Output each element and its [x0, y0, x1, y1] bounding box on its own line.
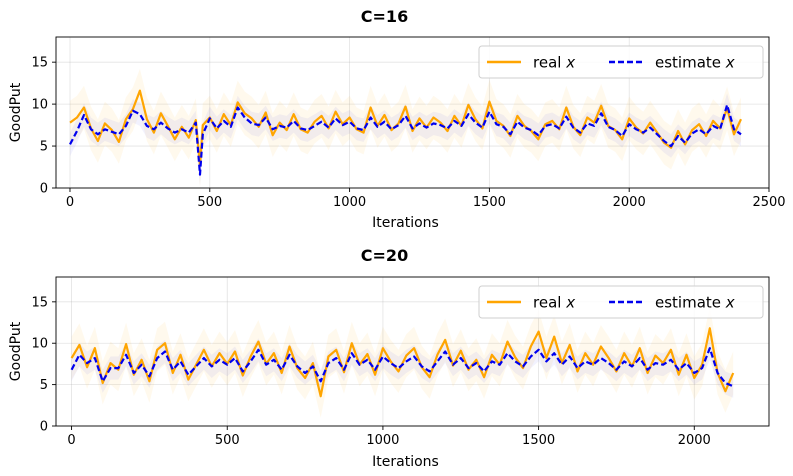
y-tick-label: 10: [31, 337, 48, 352]
x-axis-label: Iterations: [372, 454, 439, 470]
plot-frame: [55, 276, 770, 427]
legend-label-var: x: [565, 294, 575, 312]
chart-c20: 0 500 1000 1500 2000 0 5 10 15 C=20 Iterations Good…: [8, 246, 770, 470]
x-tick-label: 0: [66, 195, 74, 210]
x-tick-label: 2000: [613, 195, 646, 210]
legend-label-main: estimate: [655, 294, 726, 312]
legend-label-var: x: [725, 294, 735, 312]
y-tick-label: 5: [40, 378, 48, 393]
series-band-0: [70, 68, 741, 188]
legend-label-var: x: [565, 54, 575, 72]
y-axis-label: GoodPut: [8, 82, 24, 142]
y-tick-label: 10: [31, 98, 48, 113]
legend: real x estimate x: [478, 45, 764, 79]
x-tick-label: 500: [197, 195, 222, 210]
legend-label-main: real: [533, 294, 566, 312]
x-tick-label: 2000: [678, 433, 711, 448]
chart-title: C=16: [361, 7, 408, 26]
y-tick-label: 0: [40, 420, 48, 435]
plot-frame: [55, 36, 770, 189]
x-tick-label: 0: [67, 433, 75, 448]
y-tick-label: 5: [40, 140, 48, 155]
series-band-1: [70, 93, 741, 187]
legend-label-estimate-x: estimate x: [655, 54, 735, 72]
legend-label-var: x: [725, 54, 735, 72]
legend-label-real-x: real x: [533, 294, 575, 312]
x-tick-label: 500: [215, 433, 240, 448]
legend-label-main: estimate: [655, 54, 726, 72]
series-real-x-line: [69, 89, 742, 167]
chart-title: C=20: [361, 246, 408, 265]
y-tick-label: 15: [31, 56, 48, 71]
legend-label-real-x: real x: [533, 54, 575, 72]
x-tick-label: 1500: [522, 433, 555, 448]
series-estimate-x-line: [69, 103, 742, 176]
legend-label-estimate-x: estimate x: [655, 294, 735, 312]
x-tick-label: 2500: [752, 195, 785, 210]
x-tick-label: 1000: [333, 195, 366, 210]
x-tick-label: 1500: [473, 195, 506, 210]
y-tick-label: 0: [40, 182, 48, 197]
chart-c16: 0 500 1000 1500 2000 2500 0 5 10 15 C=16 Iterations…: [8, 7, 786, 231]
x-tick-label: 1000: [366, 433, 399, 448]
series-estimate-x-line: [70, 347, 734, 388]
y-axis-label: GoodPut: [8, 321, 24, 381]
x-axis-label: Iterations: [372, 215, 439, 231]
y-tick-label: 15: [31, 295, 48, 310]
legend: real x estimate x: [478, 285, 764, 319]
legend-label-main: real: [533, 54, 566, 72]
